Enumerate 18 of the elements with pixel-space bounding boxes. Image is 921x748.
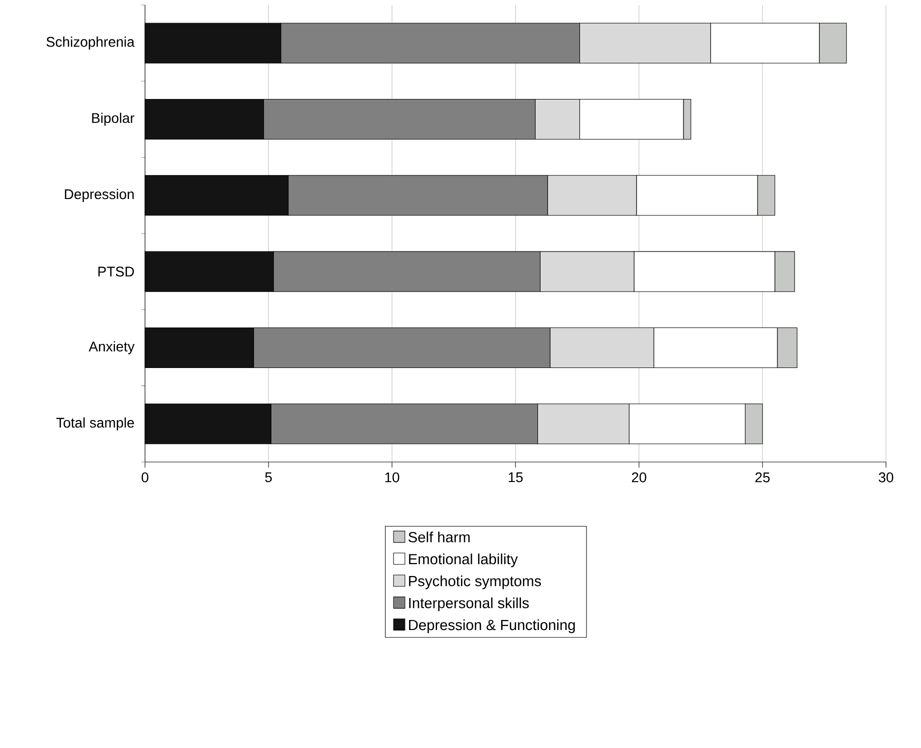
legend-label: Psychotic symptoms: [409, 576, 541, 590]
legend-label: Emotional lability: [409, 554, 518, 568]
y-tick-label: PTSD: [98, 266, 134, 277]
y-tick-label: Anxiety: [88, 341, 135, 354]
x-tick-label: 30: [878, 472, 894, 482]
x-tick-label: 5: [265, 472, 272, 482]
legend-label: Self harm: [408, 532, 470, 542]
x-tick-label: 20: [632, 472, 646, 482]
y-tick-label: Depression: [64, 188, 134, 202]
y-tick-label: Bipolar: [92, 112, 134, 126]
legend-label: Depression & Functioning: [409, 619, 575, 634]
x-tick-label: 15: [508, 472, 523, 482]
y-tick-label: Schizophrenia: [46, 36, 135, 50]
x-tick-label: 10: [385, 472, 400, 482]
y-tick-label: Total sample: [56, 417, 134, 430]
x-tick-label: 25: [755, 472, 770, 482]
legend-label: Interpersonal skills: [409, 597, 529, 612]
x-tick-label: 0: [142, 472, 148, 482]
